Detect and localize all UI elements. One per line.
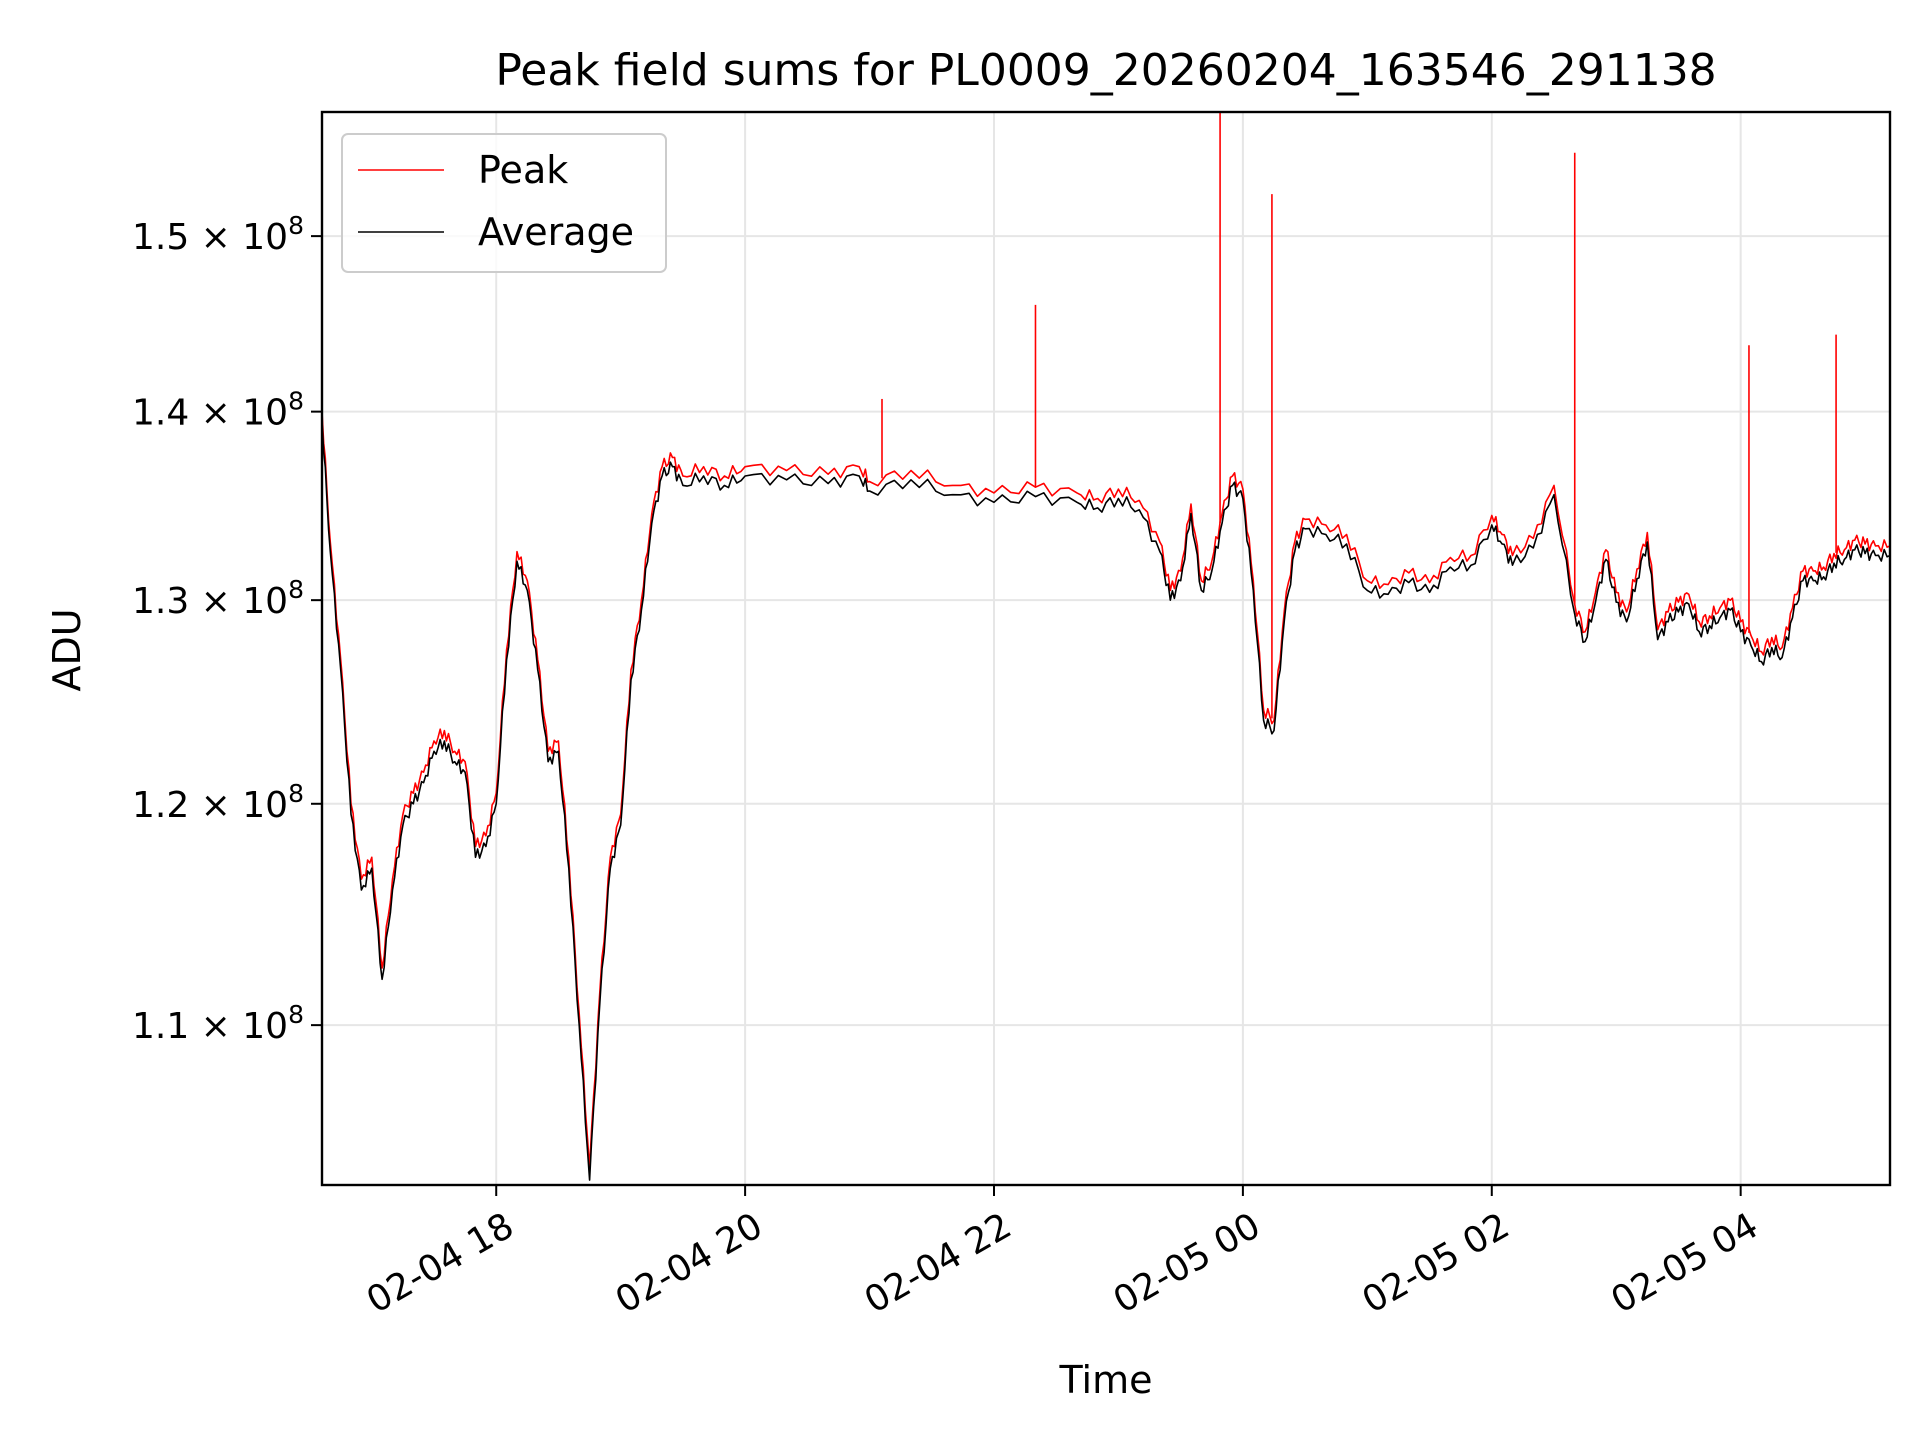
legend: Peak Average	[341, 133, 667, 273]
y-tick-label: 1.4 × 108	[132, 387, 304, 434]
series-line-average	[321, 420, 1891, 1181]
y-axis: 1.1 × 108 1.2 × 108 1.3 × 108 1.4 × 108 1.5 …	[132, 211, 322, 1047]
y-tick-label: 1.2 × 108	[132, 779, 304, 826]
series-layer	[321, 112, 1891, 1181]
y-tick-label: 1.1 × 108	[132, 1000, 304, 1047]
y-tick-label: 1.3 × 108	[132, 575, 304, 622]
grid	[322, 112, 1890, 1185]
x-axis-label: Time	[1059, 1358, 1153, 1402]
legend-box	[341, 133, 667, 273]
series-line-peak	[321, 411, 1891, 1169]
legend-label-peak: Peak	[478, 148, 568, 192]
legend-label-average: Average	[478, 210, 634, 254]
y-tick-label: 1.5 × 108	[132, 211, 304, 258]
plot-frame	[320, 110, 1892, 1187]
chart-title: Peak field sums for PL0009_20260204_1635…	[495, 45, 1716, 96]
y-axis-label: ADU	[45, 608, 89, 691]
